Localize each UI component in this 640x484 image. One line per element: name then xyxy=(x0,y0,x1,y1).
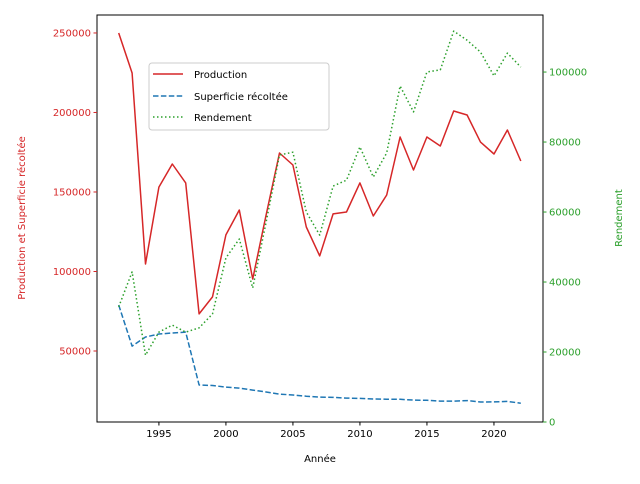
y-right-tick-label: 100000 xyxy=(549,68,587,79)
y-left-tick-label: 200000 xyxy=(53,108,91,119)
legend-label-rendement: Rendement xyxy=(194,113,252,124)
y-right-tick-label: 60000 xyxy=(549,208,581,219)
plot-frame xyxy=(96,14,544,423)
x-axis-label: Année xyxy=(304,453,336,465)
y-right-tick-label: 80000 xyxy=(549,138,581,149)
x-tick-label: 2015 xyxy=(414,429,439,440)
y-left-axis-label: Production et Superficie récoltée xyxy=(16,136,28,300)
legend-label-production: Production xyxy=(194,70,247,81)
x-tick-label: 2010 xyxy=(347,429,372,440)
x-tick-label: 2020 xyxy=(481,429,506,440)
legend: Production Superficie récoltée Rendement xyxy=(148,62,330,131)
series-layer xyxy=(117,30,522,404)
x-tick-label: 2000 xyxy=(213,429,238,440)
y-left-ticks: 50000 100000 150000 200000 250000 xyxy=(53,28,97,357)
legend-box xyxy=(148,62,330,131)
y-left-tick-label: 150000 xyxy=(53,187,91,198)
y-right-axis-label: Rendement xyxy=(614,189,625,247)
series-line-production xyxy=(117,32,522,315)
series-line-rendement xyxy=(117,30,522,356)
y-left-tick-label: 250000 xyxy=(53,28,91,39)
y-right-tick-label: 0 xyxy=(549,418,555,429)
legend-label-superficie: Superficie récoltée xyxy=(194,91,288,103)
y-left-tick-label: 100000 xyxy=(53,267,91,278)
x-ticks: 1995 2000 2005 2010 2015 2020 xyxy=(146,422,507,440)
x-tick-label: 1995 xyxy=(146,429,171,440)
y-left-tick-label: 50000 xyxy=(59,346,91,357)
y-right-ticks: 0 20000 40000 60000 80000 100000 xyxy=(543,68,587,429)
series-line-superficie-r-colt-e xyxy=(117,304,521,404)
y-right-tick-label: 40000 xyxy=(549,278,581,289)
x-tick-label: 2005 xyxy=(280,429,305,440)
y-right-tick-label: 20000 xyxy=(549,348,581,359)
